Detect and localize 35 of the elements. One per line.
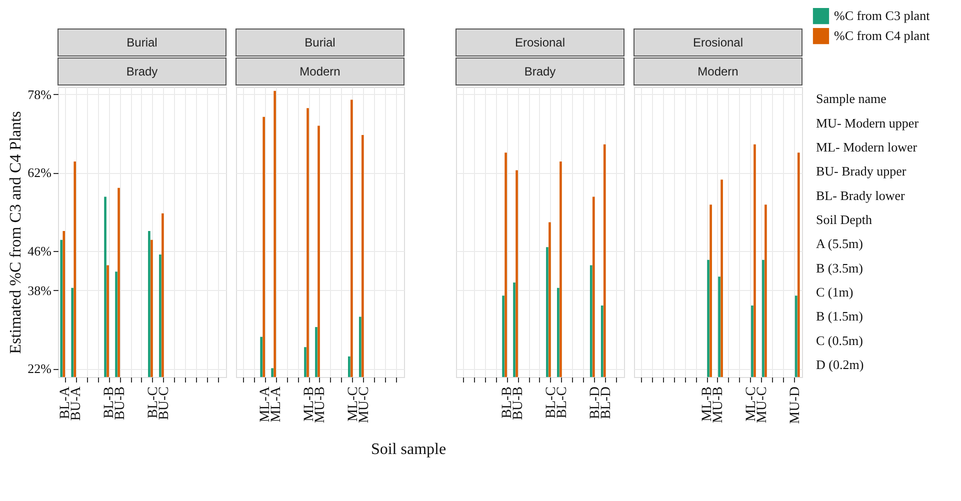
text: MU- Modern upper (816, 115, 920, 130)
text: Sample name (816, 91, 887, 106)
text: BU- Brady upper (816, 164, 907, 179)
y-tick-label: 38% (28, 282, 52, 298)
chart-title: Erosional (692, 36, 744, 50)
text: B (1.5m) (816, 308, 863, 324)
chart-subtitle: Brady (126, 64, 158, 78)
x-axis-title: Soil sample (370, 441, 446, 458)
y-tick-label: 22% (28, 361, 52, 376)
x-tick-label: BL-D (598, 386, 614, 420)
x-tick-label: MU-C (754, 386, 770, 424)
text: C (1m) (816, 284, 854, 300)
y-tick-label: 78% (28, 86, 52, 102)
x-tick-label: MU-C (356, 386, 372, 424)
chart-title: Burial (126, 36, 158, 50)
chart-title: Burial (304, 36, 336, 50)
text: A (5.5m) (816, 236, 863, 252)
text: B (3.5m) (816, 260, 863, 276)
x-tick-label: BL-C (554, 386, 570, 418)
text: C (0.5m) (816, 332, 863, 348)
x-tick-label: MU-D (788, 386, 803, 424)
chart-title: Erosional (514, 36, 566, 50)
chart-subtitle: Modern (698, 64, 738, 78)
text: BL- Brady lower (816, 188, 906, 203)
legend-label: %C from C4 plant (834, 28, 930, 43)
chart-subtitle: Modern (300, 64, 340, 78)
text: ML- Modern lower (816, 139, 918, 154)
text: Soil Depth (816, 212, 872, 227)
y-tick-label: 46% (28, 244, 52, 259)
y-tick-label: 62% (28, 165, 52, 180)
y-axis-title: Estimated %C from C3 and C4 Plants (8, 111, 25, 354)
legend-label: %C from C3 plant (834, 8, 930, 23)
x-tick-label: BU-C (156, 386, 172, 420)
text: D (0.2m) (816, 356, 864, 372)
chart-subtitle: Brady (524, 64, 556, 78)
